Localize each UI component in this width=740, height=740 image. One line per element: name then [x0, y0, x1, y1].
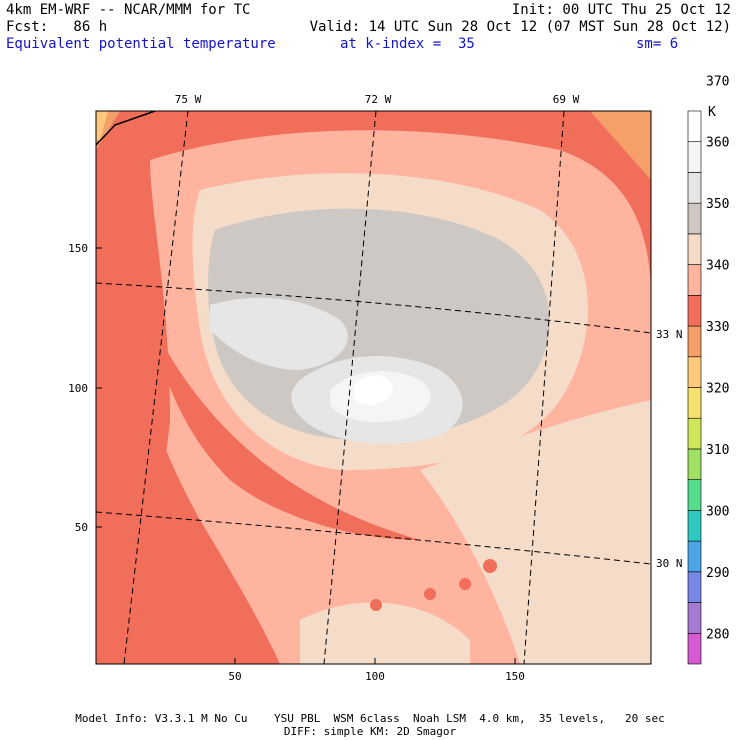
colorbar-segment	[687, 233, 702, 265]
meridian-72w	[323, 111, 377, 664]
colorbar-unit: K	[708, 105, 716, 120]
colorbar-label: 330	[706, 320, 729, 335]
lon-label-72w: 72 W	[365, 93, 392, 106]
forecast-hour: Fcst: 86 h	[6, 19, 108, 35]
lat-label-30n: 30 N	[656, 557, 683, 570]
colorbar-segment	[687, 632, 702, 665]
parallel-33n	[96, 282, 651, 334]
colorbar-segment	[687, 295, 702, 327]
colorbar-segment	[687, 325, 702, 358]
colorbar-label: 350	[706, 197, 729, 212]
colorbar-label: 280	[706, 627, 729, 642]
y-tick-label: 150	[68, 242, 88, 255]
colorbar-label: 340	[706, 259, 729, 274]
colorbar-segment	[687, 448, 702, 480]
y-tick-label: 100	[68, 382, 88, 395]
x-tick-label: 100	[365, 670, 385, 683]
y-tick-label: 50	[75, 521, 88, 534]
colorbar: 280 290 300 310 320 330 340 350 360 370	[687, 74, 729, 665]
theta-e-field	[96, 111, 651, 664]
colorbar-segment	[687, 356, 702, 388]
x-axis-ticks	[234, 658, 516, 664]
footer-diffusion-info: DIFF: simple KM: 2D Smagor	[283, 725, 457, 738]
parallel-30n	[96, 511, 651, 565]
colorbar-segment	[687, 510, 702, 542]
lon-label-69w: 69 W	[553, 93, 580, 106]
lat-label-33n: 33 N	[656, 328, 683, 341]
x-tick-label: 50	[228, 670, 241, 683]
colorbar-segment	[687, 264, 702, 296]
colorbar-label: 310	[706, 443, 729, 458]
model-title: 4km EM-WRF -- NCAR/MMM for TC	[6, 2, 251, 18]
colorbar-label: 360	[706, 136, 729, 151]
meridian-75w	[123, 111, 189, 664]
colorbar-segment	[687, 202, 702, 235]
k-index-label: at k-index = 35	[340, 36, 475, 52]
colorbar-label: 300	[706, 504, 729, 519]
footer-model-info: Model Info: V3.3.1 M No Cu YSU PBL WSM 6…	[75, 712, 665, 725]
colorbar-label: 320	[706, 382, 729, 397]
colorbar-segment	[687, 110, 702, 143]
colorbar-segment	[687, 479, 702, 511]
colorbar-segment	[687, 417, 702, 450]
init-time: Init: 00 UTC Thu 25 Oct 12	[511, 2, 731, 18]
colorbar-label: 290	[706, 566, 729, 581]
valid-time: Valid: 14 UTC Sun 28 Oct 12 (07 MST Sun …	[309, 19, 731, 35]
meridian-69w	[523, 111, 565, 664]
x-tick-label: 150	[505, 670, 525, 683]
colorbar-segment	[687, 172, 702, 204]
colorbar-segment	[687, 571, 702, 603]
colorbar-segment	[687, 387, 702, 419]
field-name: Equivalent potential temperature	[6, 36, 276, 52]
y-axis-ticks	[96, 247, 102, 528]
smoothing-label: sm= 6	[636, 36, 679, 52]
colorbar-label: 370	[706, 74, 729, 89]
colorbar-segment	[687, 602, 702, 634]
colorbar-segment	[687, 540, 702, 573]
colorbar-segment	[687, 141, 702, 173]
grid-lines	[96, 111, 651, 664]
lon-label-75w: 75 W	[175, 93, 202, 106]
